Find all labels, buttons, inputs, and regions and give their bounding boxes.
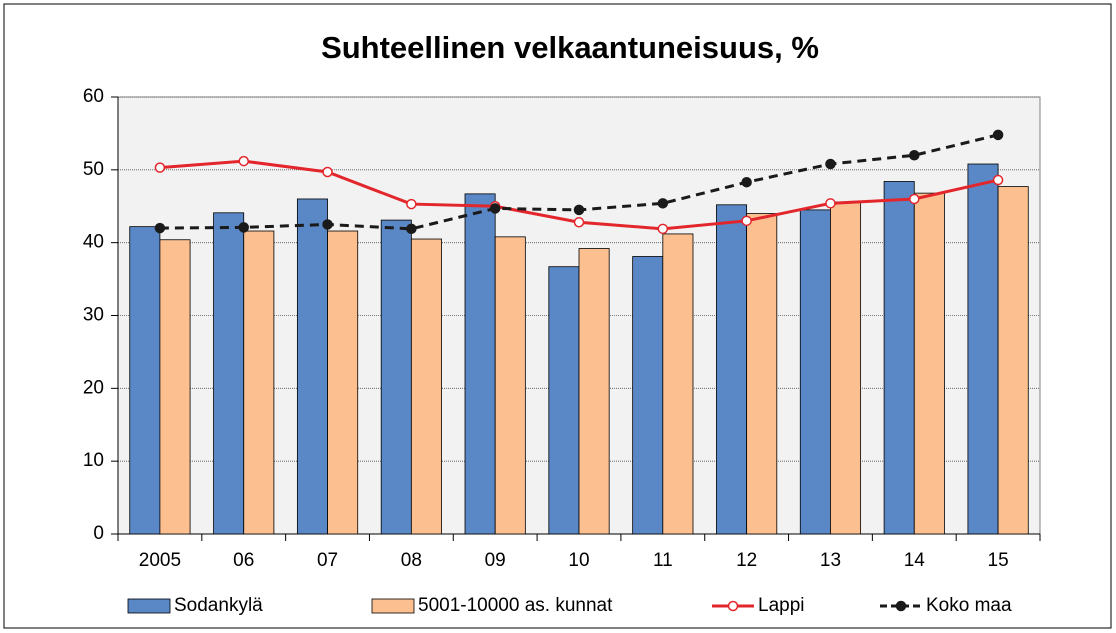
x-tick-label: 09 bbox=[485, 550, 506, 571]
bar bbox=[883, 181, 915, 535]
legend-swatch bbox=[371, 598, 415, 614]
y-tick-label: 50 bbox=[83, 159, 104, 180]
bar bbox=[997, 186, 1029, 535]
line-marker bbox=[238, 155, 249, 167]
bar bbox=[799, 209, 831, 535]
bar bbox=[967, 163, 999, 535]
bar bbox=[213, 212, 245, 535]
line-marker bbox=[657, 198, 669, 209]
legend-marker bbox=[727, 600, 739, 612]
bar bbox=[410, 238, 442, 535]
line-marker bbox=[154, 222, 166, 234]
y-tick-label: 30 bbox=[83, 305, 104, 326]
x-tick-label: 11 bbox=[653, 550, 673, 571]
line-marker bbox=[992, 174, 1004, 186]
bar bbox=[632, 256, 664, 535]
x-tick-label: 08 bbox=[401, 550, 422, 571]
legend-label: Sodankylä bbox=[174, 595, 263, 616]
bar bbox=[578, 248, 610, 535]
legend-swatch bbox=[127, 598, 171, 614]
line-marker bbox=[406, 198, 417, 210]
bar bbox=[327, 230, 359, 535]
line-marker bbox=[909, 150, 920, 161]
legend-label: Lappi bbox=[758, 595, 805, 616]
y-tick-label: 10 bbox=[83, 450, 104, 471]
legend-label: Koko maa bbox=[926, 595, 1012, 616]
line-marker bbox=[322, 166, 333, 178]
bar bbox=[913, 192, 945, 535]
bar bbox=[494, 236, 526, 535]
y-tick-label: 40 bbox=[83, 232, 104, 253]
line-marker bbox=[909, 193, 920, 205]
bar bbox=[662, 233, 694, 535]
bar bbox=[464, 193, 496, 535]
line-marker bbox=[573, 204, 585, 216]
x-tick-label: 10 bbox=[568, 550, 589, 571]
legend-label: 5001-10000 as. kunnat bbox=[418, 595, 613, 616]
x-tick-label: 15 bbox=[988, 550, 1009, 571]
line-marker bbox=[992, 129, 1004, 141]
line-marker bbox=[825, 198, 836, 209]
legend-marker bbox=[895, 600, 907, 612]
line-marker bbox=[657, 223, 669, 235]
x-tick-label: 2005 bbox=[139, 550, 181, 571]
y-tick-label: 60 bbox=[83, 86, 104, 107]
bar bbox=[830, 201, 862, 535]
bar bbox=[296, 198, 328, 535]
x-tick-label: 06 bbox=[233, 550, 254, 571]
bar bbox=[129, 226, 161, 535]
y-tick-label: 20 bbox=[83, 377, 104, 398]
x-tick-label: 13 bbox=[820, 550, 841, 571]
y-tick-label: 0 bbox=[93, 523, 104, 544]
bar bbox=[746, 213, 778, 535]
line-marker bbox=[741, 176, 752, 188]
x-tick-label: 12 bbox=[736, 550, 757, 571]
bar bbox=[159, 239, 191, 535]
line-marker bbox=[573, 217, 585, 228]
line-marker bbox=[825, 158, 836, 170]
line-marker bbox=[238, 222, 249, 233]
line-marker bbox=[154, 162, 166, 173]
bar bbox=[380, 219, 412, 535]
line-marker bbox=[406, 223, 417, 235]
line-marker bbox=[741, 215, 752, 227]
bar bbox=[243, 230, 275, 535]
line-marker bbox=[489, 203, 501, 214]
bar bbox=[716, 204, 748, 535]
bar bbox=[548, 266, 580, 535]
x-tick-label: 14 bbox=[904, 550, 926, 571]
chart-title: Suhteellinen velkaantuneisuus, % bbox=[321, 30, 819, 65]
x-tick-label: 07 bbox=[317, 550, 338, 571]
line-marker bbox=[322, 219, 333, 230]
